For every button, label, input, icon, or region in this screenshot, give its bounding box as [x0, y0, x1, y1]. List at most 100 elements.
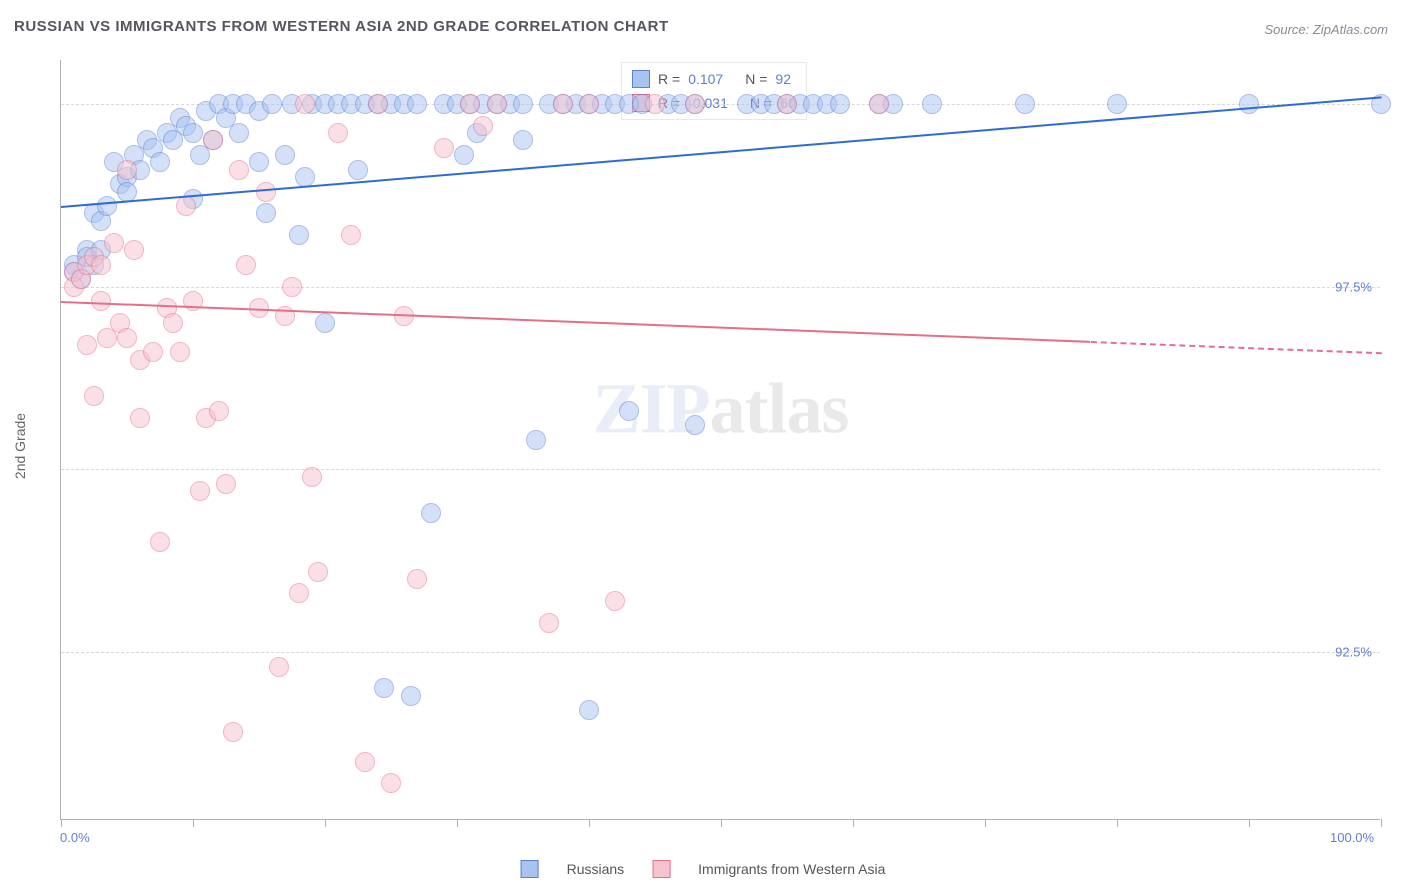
scatter-dot-imm_wasia — [216, 474, 236, 494]
ytick-label: 97.5% — [1335, 279, 1372, 294]
scatter-dot-imm_wasia — [302, 467, 322, 487]
xtick-label: 100.0% — [1330, 830, 1374, 845]
gridline — [61, 652, 1380, 653]
xtick — [1117, 819, 1118, 827]
scatter-dot-russians — [685, 415, 705, 435]
legend-label-immigrants: Immigrants from Western Asia — [698, 861, 885, 877]
legend-swatch-russians — [521, 860, 539, 878]
ytick-label: 92.5% — [1335, 644, 1372, 659]
scatter-dot-russians — [262, 94, 282, 114]
watermark-prefix: ZIP — [592, 369, 709, 449]
stat-R-label: R = — [658, 67, 680, 91]
scatter-dot-imm_wasia — [308, 562, 328, 582]
scatter-dot-russians — [315, 313, 335, 333]
scatter-dot-imm_wasia — [143, 342, 163, 362]
source-label: Source: ZipAtlas.com — [1264, 22, 1388, 37]
scatter-dot-russians — [97, 196, 117, 216]
scatter-dot-imm_wasia — [124, 240, 144, 260]
scatter-dot-imm_wasia — [282, 277, 302, 297]
scatter-dot-russians — [117, 182, 137, 202]
scatter-dot-russians — [295, 167, 315, 187]
scatter-dot-imm_wasia — [685, 94, 705, 114]
scatter-dot-russians — [454, 145, 474, 165]
scatter-dot-russians — [513, 130, 533, 150]
scatter-dot-russians — [1107, 94, 1127, 114]
xtick — [457, 819, 458, 827]
scatter-dot-imm_wasia — [434, 138, 454, 158]
scatter-dot-russians — [579, 700, 599, 720]
scatter-dot-imm_wasia — [190, 481, 210, 501]
watermark-suffix: atlas — [710, 369, 849, 449]
scatter-dot-imm_wasia — [579, 94, 599, 114]
scatter-dot-imm_wasia — [553, 94, 573, 114]
scatter-dot-russians — [289, 225, 309, 245]
chart-title: RUSSIAN VS IMMIGRANTS FROM WESTERN ASIA … — [14, 18, 669, 35]
scatter-dot-imm_wasia — [170, 342, 190, 362]
scatter-dot-russians — [183, 123, 203, 143]
scatter-dot-russians — [229, 123, 249, 143]
xtick — [721, 819, 722, 827]
scatter-dot-imm_wasia — [209, 401, 229, 421]
scatter-dot-imm_wasia — [117, 328, 137, 348]
xtick — [1249, 819, 1250, 827]
scatter-dot-russians — [275, 145, 295, 165]
xtick-label: 0.0% — [60, 830, 90, 845]
scatter-dot-imm_wasia — [229, 160, 249, 180]
scatter-dot-imm_wasia — [176, 196, 196, 216]
legend-label-russians: Russians — [567, 861, 625, 877]
scatter-dot-imm_wasia — [328, 123, 348, 143]
scatter-dot-imm_wasia — [91, 255, 111, 275]
xtick — [853, 819, 854, 827]
legend-swatch-immigrants — [652, 860, 670, 878]
scatter-dot-imm_wasia — [777, 94, 797, 114]
scatter-dot-imm_wasia — [130, 408, 150, 428]
plot-area: ZIPatlas R = 0.107 N = 92 R = -0.031 N =… — [60, 60, 1380, 820]
scatter-dot-imm_wasia — [473, 116, 493, 136]
scatter-dot-russians — [374, 678, 394, 698]
scatter-dot-russians — [249, 152, 269, 172]
scatter-dot-russians — [1239, 94, 1259, 114]
scatter-dot-imm_wasia — [295, 94, 315, 114]
scatter-dot-imm_wasia — [289, 583, 309, 603]
scatter-dot-russians — [348, 160, 368, 180]
swatch-russians — [632, 70, 650, 88]
scatter-dot-russians — [407, 94, 427, 114]
stat-N-val-russians: 92 — [775, 67, 791, 91]
scatter-dot-imm_wasia — [368, 94, 388, 114]
scatter-dot-russians — [619, 401, 639, 421]
scatter-dot-imm_wasia — [150, 532, 170, 552]
scatter-dot-imm_wasia — [269, 657, 289, 677]
scatter-dot-imm_wasia — [223, 722, 243, 742]
scatter-dot-imm_wasia — [341, 225, 361, 245]
scatter-dot-russians — [526, 430, 546, 450]
stats-row-russians: R = 0.107 N = 92 — [632, 67, 796, 91]
scatter-dot-russians — [922, 94, 942, 114]
scatter-dot-imm_wasia — [539, 613, 559, 633]
gridline — [61, 287, 1380, 288]
gridline — [61, 469, 1380, 470]
scatter-dot-imm_wasia — [645, 94, 665, 114]
scatter-dot-russians — [830, 94, 850, 114]
scatter-dot-russians — [513, 94, 533, 114]
scatter-dot-imm_wasia — [163, 313, 183, 333]
xtick — [985, 819, 986, 827]
scatter-dot-imm_wasia — [203, 130, 223, 150]
xtick — [61, 819, 62, 827]
scatter-dot-imm_wasia — [236, 255, 256, 275]
bottom-legend: Russians Immigrants from Western Asia — [521, 860, 886, 878]
trendline — [61, 301, 1091, 343]
scatter-dot-imm_wasia — [117, 160, 137, 180]
xtick — [1381, 819, 1382, 827]
scatter-dot-imm_wasia — [487, 94, 507, 114]
xtick — [325, 819, 326, 827]
scatter-dot-imm_wasia — [605, 591, 625, 611]
scatter-dot-russians — [150, 152, 170, 172]
scatter-dot-imm_wasia — [869, 94, 889, 114]
trendline — [1091, 341, 1381, 354]
scatter-dot-russians — [1015, 94, 1035, 114]
scatter-dot-imm_wasia — [104, 233, 124, 253]
stat-R-val-russians: 0.107 — [688, 67, 723, 91]
scatter-dot-russians — [421, 503, 441, 523]
scatter-dot-imm_wasia — [91, 291, 111, 311]
xtick — [589, 819, 590, 827]
